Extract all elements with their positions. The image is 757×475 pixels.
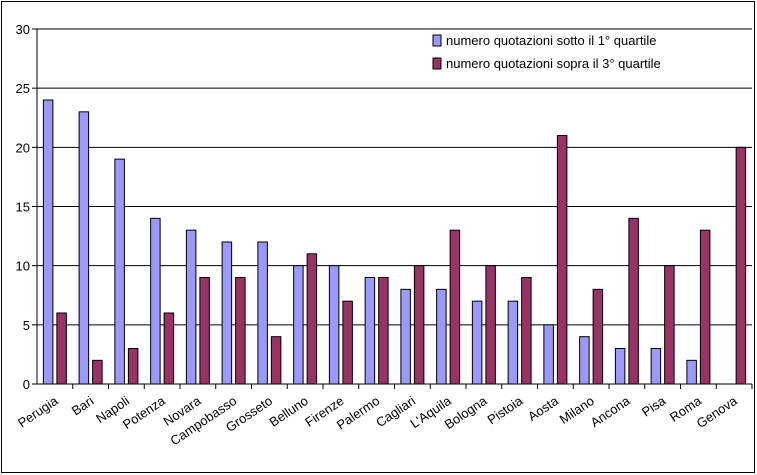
bar-series-1 [614,348,626,385]
bar-series-1 [150,217,161,385]
bar-series-2 [664,265,675,385]
legend-swatch [432,34,442,47]
bar-series-2 [485,265,496,385]
bar-series-1 [543,324,554,385]
x-tick-label: Belluno [266,393,310,430]
bar-series-2 [699,229,711,385]
legend-label: numero quotazioni sotto il 1° quartile [446,33,656,48]
bar-series-2 [199,277,210,385]
x-tick-label: Perugia [15,393,61,431]
bar-series-1 [650,348,662,385]
y-tick-label: 0 [23,377,30,392]
bar-series-2 [378,277,389,385]
bar-series-2 [270,336,282,385]
bar-series-1 [471,300,483,385]
bar-series-1 [114,158,125,385]
x-tick-label: Aosta [525,393,562,424]
bar-series-1 [328,265,340,385]
bar-series-1 [364,277,376,385]
bar-series-1 [293,265,304,385]
legend-swatch [432,57,442,70]
bar-series-1 [221,241,233,385]
bar-series-2 [592,288,604,385]
bar-series-2 [413,265,425,385]
bar-series-1 [436,288,447,385]
y-tick-label: 10 [16,259,30,274]
x-tick-label: Pisa [639,393,669,420]
bar-series-2 [735,146,747,385]
bar-series-2 [306,253,318,385]
bar-series-1 [42,99,54,385]
bar-series-1 [400,288,411,385]
y-tick-label: 15 [16,200,30,215]
x-tick-label: Ancona [588,393,634,431]
x-tick-label: Genova [694,393,741,431]
bar-series-2 [235,277,246,385]
bar-series-2 [342,300,353,385]
bar-series-2 [449,229,461,385]
bar-series-1 [507,300,519,385]
bar-series-1 [257,241,268,385]
bar-series-2 [127,348,139,385]
bar-series-1 [78,111,90,385]
bar-series-1 [185,229,197,385]
x-tick-label: Bari [69,393,97,418]
bar-series-2 [521,277,532,385]
bar-series-2 [556,135,568,385]
x-tick-label: Pistoia [485,393,526,428]
y-tick-label: 5 [23,318,30,333]
bar-series-2 [628,217,639,385]
bar-series-1 [579,336,590,385]
y-tick-label: 30 [16,22,30,37]
bar-series-2 [92,359,103,385]
y-tick-label: 20 [16,140,30,155]
legend-label: numero quotazioni sopra il 3° quartile [446,56,661,71]
bar-series-2 [56,312,67,385]
bar-series-1 [686,359,697,385]
bar-series-2 [163,312,175,385]
y-tick-label: 25 [16,81,30,96]
